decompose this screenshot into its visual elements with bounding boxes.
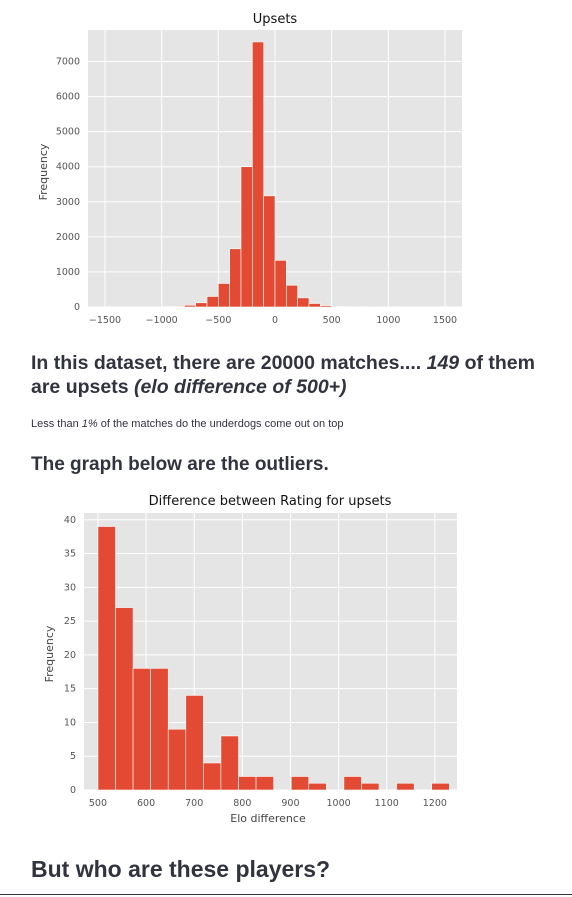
x-tick-label: 1500 (433, 315, 457, 326)
y-tick-label: 35 (64, 549, 76, 560)
y-tick-label: 20 (64, 650, 76, 661)
x-tick-label: −1000 (146, 315, 178, 326)
x-tick-label: 600 (137, 798, 155, 809)
y-tick-label: 0 (74, 302, 80, 313)
x-tick-label: 1200 (423, 798, 447, 809)
y-tick-label: 40 (64, 515, 76, 526)
histogram-bar (308, 782, 327, 791)
histogram-bar (238, 776, 257, 791)
histogram-bar (431, 782, 450, 791)
divider (0, 894, 572, 895)
y-tick-label: 6000 (56, 92, 80, 103)
y-tick-label: 7000 (56, 57, 80, 68)
note-prefix: Less than (31, 418, 82, 430)
histogram-bar (220, 735, 239, 791)
y-tick-label: 3000 (56, 197, 80, 208)
histogram-bar (274, 260, 287, 308)
y-tick-label: 25 (64, 616, 76, 627)
y-tick-label: 15 (64, 684, 76, 695)
x-tick-label: 500 (89, 798, 107, 809)
note-percent: 1% (81, 418, 98, 430)
histogram-bar (195, 302, 208, 308)
histogram-bar (206, 296, 219, 308)
histogram-bar (203, 762, 222, 791)
summary-middle: of them are upsets (31, 352, 535, 398)
histogram-bar (320, 305, 332, 308)
y-axis-label: Frequency (37, 143, 50, 200)
x-tick-label: 500 (323, 315, 341, 326)
underdog-note: Less than 1% of the matches do the under… (31, 418, 344, 430)
x-tick-label: 800 (233, 798, 251, 809)
histogram-bar (343, 776, 362, 791)
histogram-bar (240, 166, 253, 308)
histogram-bar (97, 526, 116, 791)
histogram-bar (297, 297, 310, 308)
histogram-bar (308, 303, 321, 308)
histogram-bar (252, 41, 264, 308)
histogram-bar (150, 668, 169, 791)
y-tick-label: 10 (64, 717, 76, 728)
x-tick-label: 1000 (376, 315, 400, 326)
chart-title: Difference between Rating for upsets (149, 494, 392, 509)
x-tick-label: 900 (281, 798, 299, 809)
histogram-bar (290, 776, 310, 791)
x-axis-label: Elo difference (230, 812, 306, 825)
histogram-bar (172, 305, 185, 308)
players-heading: But who are these players? (31, 856, 331, 882)
histogram-bar (396, 782, 415, 791)
histogram-bar (263, 195, 276, 308)
upset-definition: (elo difference of 500+) (133, 376, 347, 398)
y-tick-label: 5 (70, 751, 76, 762)
histogram-bar (361, 782, 380, 791)
histogram-bar (255, 776, 274, 791)
outliers-histogram: Difference between Rating for upsets Fre… (43, 494, 457, 825)
histogram-bar (185, 695, 204, 791)
y-tick-label: 4000 (56, 162, 80, 173)
x-tick-label: −1500 (89, 315, 121, 326)
x-tick-label: 1000 (327, 798, 351, 809)
outliers-heading: The graph below are the outliers. (31, 454, 329, 475)
upset-count: 149 (426, 352, 460, 374)
x-tick-label: 1100 (375, 798, 399, 809)
histogram-bar (218, 283, 230, 308)
histogram-bar (286, 284, 298, 308)
y-tick-label: 5000 (56, 127, 80, 138)
dataset-summary: In this dataset, there are 20000 matches… (31, 351, 561, 399)
note-suffix: of the matches do the underdogs come out… (97, 418, 344, 430)
y-tick-label: 30 (64, 582, 76, 593)
y-axis-label: Frequency (43, 625, 56, 682)
histogram-bar (229, 248, 242, 308)
chart-title: Upsets (253, 12, 298, 27)
histogram-bar (184, 304, 196, 308)
histogram-bar (331, 306, 344, 308)
y-tick-label: 0 (70, 785, 76, 796)
histogram-bar (167, 728, 187, 791)
histogram-bar (115, 607, 134, 791)
y-tick-label: 1000 (56, 267, 80, 278)
x-tick-label: −500 (205, 315, 231, 326)
x-tick-label: 700 (185, 798, 203, 809)
upsets-histogram: Upsets Frequency −1500 −1000 −500 0 500 1000 1… (37, 12, 462, 326)
summary-prefix: In this dataset, there are 20000 matches… (31, 352, 427, 374)
y-tick-label: 2000 (56, 232, 80, 243)
histogram-bar (132, 668, 151, 791)
x-tick-label: 0 (272, 315, 278, 326)
